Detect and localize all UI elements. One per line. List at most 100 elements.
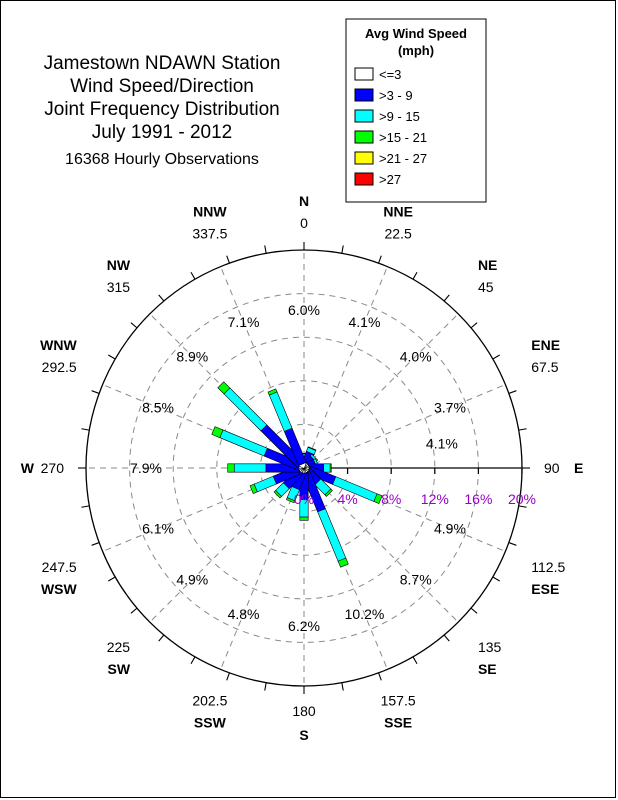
outer-tick — [91, 390, 100, 394]
frequency-label-w: 7.9% — [130, 460, 162, 476]
legend-title-line-1: Avg Wind Speed — [365, 26, 467, 41]
degree-label-ene: 67.5 — [531, 359, 558, 375]
legend-swatch — [354, 67, 374, 81]
frequency-label-nne: 4.1% — [349, 314, 381, 330]
compass-label-nw: NW — [107, 257, 131, 273]
degree-label-nnw: 337.5 — [192, 226, 227, 242]
degree-label-nw: 315 — [107, 279, 131, 295]
title-line-3: Joint Frequency Distribution — [44, 99, 280, 120]
wind-bar-wsw-seg-2 — [253, 475, 277, 493]
compass-label-n: N — [299, 193, 309, 209]
compass-label-sw: SW — [107, 661, 130, 677]
degree-label-se: 135 — [478, 639, 502, 655]
frequency-label-nw: 8.9% — [176, 348, 208, 364]
radial-scale-label: 12% — [421, 491, 449, 507]
grid-spoke — [303, 313, 459, 469]
outer-tick — [190, 656, 196, 664]
outer-tick — [264, 245, 267, 254]
compass-label-sse: SSE — [384, 714, 412, 730]
legend-label: >15 - 21 — [379, 130, 427, 145]
legend-label: <=3 — [379, 67, 401, 82]
outer-tick — [443, 294, 450, 302]
compass-label-wsw: WSW — [41, 581, 78, 597]
legend-swatch — [354, 130, 374, 144]
outer-tick — [443, 634, 450, 642]
outer-tick — [158, 294, 165, 302]
frequency-label-sw: 4.9% — [176, 572, 208, 588]
frequency-label-wnw: 8.5% — [142, 400, 174, 416]
wind-bar-e-seg-2 — [323, 463, 331, 473]
outer-tick — [226, 255, 230, 264]
wind-bar-nw-seg-3 — [217, 381, 231, 395]
outer-tick — [518, 428, 527, 431]
outer-tick — [492, 576, 500, 582]
compass-label-e: E — [574, 460, 583, 476]
outer-tick — [130, 607, 138, 614]
compass-label-nnw: NNW — [193, 204, 227, 220]
outer-tick — [264, 682, 267, 691]
radial-scale-label: 4% — [337, 491, 357, 507]
wind-bar-nnw-seg-3 — [267, 388, 278, 396]
outer-tick — [81, 428, 90, 431]
wind-bar-w-seg-3 — [227, 463, 235, 473]
degree-label-wsw: 247.5 — [42, 559, 77, 575]
radial-scale-label: 8% — [381, 491, 401, 507]
grid-spoke — [303, 266, 388, 469]
outer-tick — [130, 322, 138, 329]
degree-label-ne: 45 — [478, 279, 494, 295]
wind-bar-nnw-seg-2 — [268, 391, 293, 432]
degree-label-w: 270 — [41, 460, 65, 476]
frequency-label-n: 6.0% — [288, 302, 320, 318]
grid-spoke — [303, 467, 459, 623]
compass-label-w: W — [21, 460, 35, 476]
outer-tick — [81, 505, 90, 508]
compass-label-nne: NNE — [383, 204, 413, 220]
wind-bar-wnw-seg-2 — [219, 429, 268, 457]
wind-bar-nw-seg-2 — [223, 387, 268, 432]
degree-label-wnw: 292.5 — [42, 359, 77, 375]
legend: Avg Wind Speed (mph) <=3 >3 - 9 >9 - 15 >15… — [345, 18, 487, 203]
degree-label-n: 0 — [300, 215, 308, 231]
wind-bar-sse-seg-2 — [317, 508, 347, 562]
frequency-label-ne: 4.0% — [400, 348, 432, 364]
outer-tick — [341, 682, 344, 691]
outer-tick — [508, 390, 517, 394]
legend-title-line-2: (mph) — [398, 43, 434, 58]
legend-label: >9 - 15 — [379, 109, 420, 124]
wind-bar-ssw-seg-3 — [285, 497, 296, 504]
outer-tick — [508, 542, 517, 546]
grid-spoke — [303, 384, 506, 469]
wind-bar-se-seg-3 — [324, 488, 333, 497]
outer-tick — [470, 322, 478, 329]
outer-tick — [412, 272, 418, 280]
wind-bars — [211, 381, 383, 568]
legend-swatch — [354, 151, 374, 165]
direction-labels: 0% 4% 8% 12% 16% 20% 6.0% 0 N 4.1% 22.5 NNE 4.0% 45 NE… — [21, 193, 584, 743]
outer-tick — [470, 607, 478, 614]
compass-label-s: S — [299, 727, 308, 743]
compass-label-ne: NE — [478, 257, 497, 273]
frequency-label-se: 8.7% — [400, 572, 432, 588]
degree-label-nne: 22.5 — [385, 226, 412, 242]
outer-tick — [412, 656, 418, 664]
outer-tick — [226, 672, 230, 681]
frequency-label-ssw: 4.8% — [228, 606, 260, 622]
frequency-label-ene: 3.7% — [434, 400, 466, 416]
legend-swatch — [354, 109, 374, 123]
legend-label: >27 — [379, 172, 401, 187]
frequency-label-s: 6.2% — [288, 618, 320, 634]
title-line-2: Wind Speed/Direction — [70, 76, 254, 97]
outer-tick — [518, 505, 527, 508]
grid-spoke — [220, 467, 305, 670]
outer-tick — [378, 255, 382, 264]
frequency-label-wsw: 6.1% — [142, 520, 174, 536]
degree-label-e: 90 — [544, 460, 560, 476]
radial-scale-label: 20% — [508, 491, 536, 507]
wind-bar-ese-seg-3 — [373, 493, 383, 504]
degree-label-ese: 112.5 — [531, 559, 565, 575]
compass-label-ese: ESE — [531, 581, 559, 597]
wind-bar-sw-seg-3 — [273, 490, 282, 499]
title-line-4: July 1991 - 2012 — [92, 122, 233, 143]
